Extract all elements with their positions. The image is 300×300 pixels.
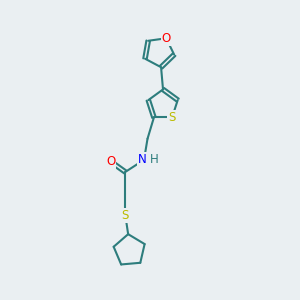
Text: O: O: [161, 32, 171, 45]
Text: O: O: [106, 155, 116, 168]
Text: S: S: [122, 208, 129, 222]
Text: N: N: [137, 153, 146, 166]
Text: H: H: [150, 153, 159, 166]
Text: S: S: [168, 111, 176, 124]
